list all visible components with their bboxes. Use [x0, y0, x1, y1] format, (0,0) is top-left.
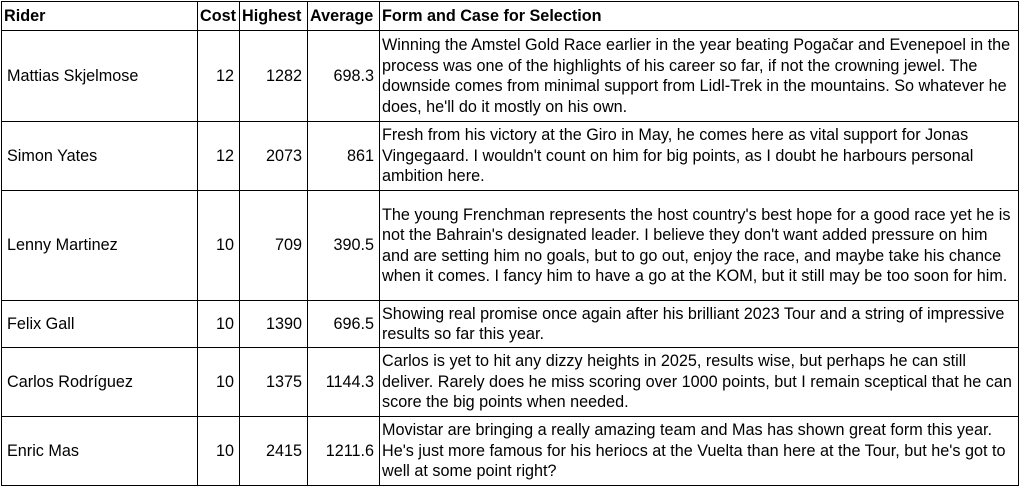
header-row: Rider Cost Highest Average Form and Case…: [1, 1, 1019, 31]
rider-cost: 12: [197, 30, 240, 122]
header-average: Average: [307, 1, 380, 31]
rider-cost: 12: [197, 121, 240, 191]
rider-average: 696.5: [307, 300, 380, 348]
rider-average: 1211.6: [307, 416, 380, 486]
rider-name: Felix Gall: [1, 300, 198, 348]
rider-highest: 2415: [239, 416, 308, 486]
table-row: Lenny Martinez 10 709 390.5 The young Fr…: [1, 190, 1019, 301]
rider-cost: 10: [197, 416, 240, 486]
rider-highest: 1390: [239, 300, 308, 348]
rider-name: Enric Mas: [1, 416, 198, 486]
rider-form-notes: The young Frenchman represents the host …: [379, 190, 1019, 301]
rider-average: 698.3: [307, 30, 380, 122]
rider-average: 390.5: [307, 190, 380, 301]
rider-highest: 2073: [239, 121, 308, 191]
rider-cost: 10: [197, 190, 240, 301]
rider-form-notes: Winning the Amstel Gold Race earlier in …: [379, 30, 1019, 122]
table-row: Enric Mas 10 2415 1211.6 Movistar are br…: [1, 416, 1019, 486]
rider-cost: 10: [197, 347, 240, 417]
rider-highest: 709: [239, 190, 308, 301]
rider-highest: 1375: [239, 347, 308, 417]
rider-form-notes: Movistar are bringing a really amazing t…: [379, 416, 1019, 486]
rider-highest: 1282: [239, 30, 308, 122]
header-form: Form and Case for Selection: [379, 1, 1019, 31]
rider-name: Simon Yates: [1, 121, 198, 191]
rider-form-notes: Carlos is yet to hit any dizzy heights i…: [379, 347, 1019, 417]
header-rider: Rider: [1, 1, 198, 31]
header-highest: Highest: [239, 1, 308, 31]
rider-average: 861: [307, 121, 380, 191]
rider-cost: 10: [197, 300, 240, 348]
rider-average: 1144.3: [307, 347, 380, 417]
rider-form-notes: Fresh from his victory at the Giro in Ma…: [379, 121, 1019, 191]
rider-name: Carlos Rodríguez: [1, 347, 198, 417]
table-row: Carlos Rodríguez 10 1375 1144.3 Carlos i…: [1, 347, 1019, 417]
table-row: Simon Yates 12 2073 861 Fresh from his v…: [1, 121, 1019, 191]
table-row: Felix Gall 10 1390 696.5 Showing real pr…: [1, 300, 1019, 348]
rider-form-notes: Showing real promise once again after hi…: [379, 300, 1019, 348]
table-row: Mattias Skjelmose 12 1282 698.3 Winning …: [1, 30, 1019, 122]
header-cost: Cost: [197, 1, 240, 31]
rider-name: Mattias Skjelmose: [1, 30, 198, 122]
rider-name: Lenny Martinez: [1, 190, 198, 301]
